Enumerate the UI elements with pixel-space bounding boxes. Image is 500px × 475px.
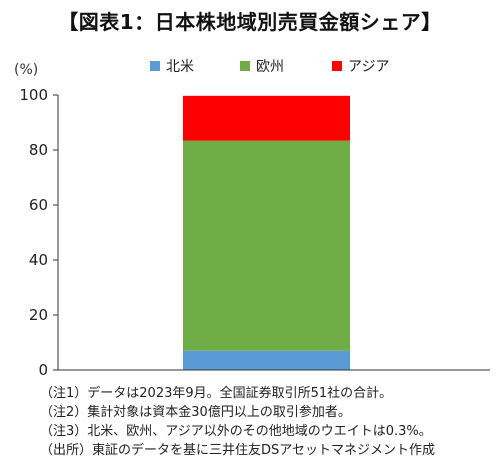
y-tick-label: 60 <box>29 196 48 214</box>
legend-swatch-north-america <box>150 61 160 71</box>
footnote-2: （注2）集計対象は資本金30億円以上の取引参加者。 <box>40 405 351 420</box>
legend-item-europe: 欧州 <box>240 56 284 76</box>
legend: 北米 欧州 アジア <box>0 56 500 76</box>
y-tick-label: 20 <box>29 306 48 324</box>
legend-label-europe: 欧州 <box>256 59 284 75</box>
footnote-1: （注1）データは2023年9月。全国証券取引所51社の合計。 <box>40 386 393 401</box>
bar-segment-asia <box>183 95 350 141</box>
y-axis-ticks: 0 20 40 60 80 100 <box>19 86 58 379</box>
y-tick-label: 100 <box>19 86 48 104</box>
footnotes: （注1）データは2023年9月。全国証券取引所51社の合計。 （注2）集計対象は… <box>40 384 435 460</box>
bar-segment-europe <box>183 140 350 351</box>
chart-title: 【図表1：日本株地域別売買金額シェア】 <box>58 10 442 34</box>
y-tick-label: 40 <box>29 251 48 269</box>
footnote-source: （出所）東証のデータを基に三井住友DSアセットマネジメント作成 <box>40 443 436 458</box>
legend-label-north-america: 北米 <box>166 59 194 75</box>
footnote-3: （注3）北米、欧州、アジア以外のその他地域のウエイトは0.3%。 <box>40 424 432 439</box>
y-tick-label: 0 <box>38 361 48 379</box>
bar-segments <box>183 95 350 370</box>
bar-segment-north-america <box>183 350 350 370</box>
y-tick-label: 80 <box>29 141 48 159</box>
legend-item-asia: アジア <box>332 56 389 76</box>
legend-swatch-asia <box>332 61 342 71</box>
y-axis-unit: (%) <box>14 62 39 78</box>
legend-label-asia: アジア <box>348 59 390 75</box>
legend-swatch-europe <box>240 61 250 71</box>
legend-item-north-america: 北米 <box>150 56 194 76</box>
